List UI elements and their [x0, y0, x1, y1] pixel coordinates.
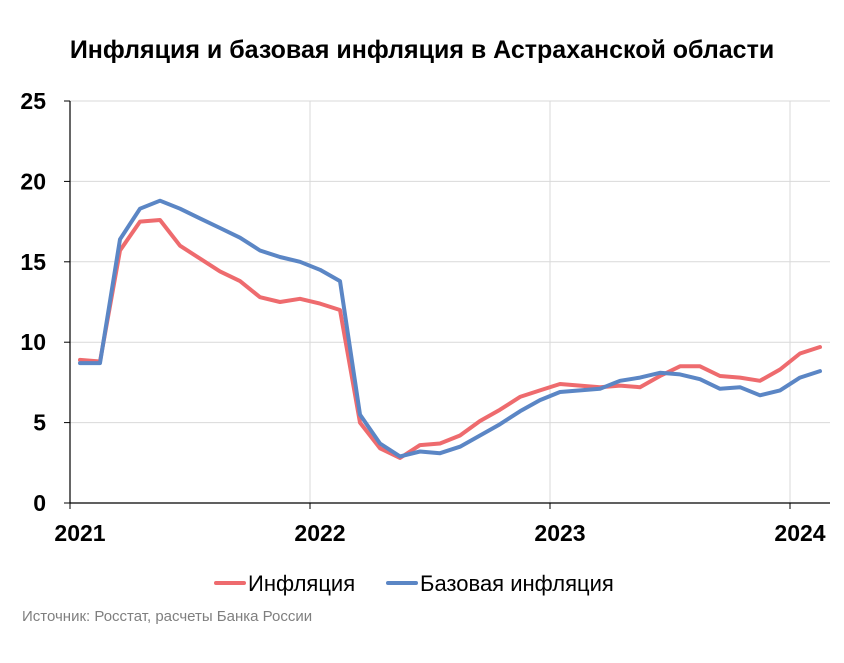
y-tick-label: 5: [33, 410, 46, 436]
y-tick-label: 15: [20, 249, 46, 275]
x-tick-label: 2021: [54, 520, 105, 546]
y-tick-label: 0: [33, 490, 46, 516]
x-tick-label: 2023: [534, 520, 585, 546]
series-line-2: [78, 198, 822, 459]
legend: Инфляция Базовая инфляция: [214, 571, 614, 596]
series-line-1: [78, 218, 822, 460]
y-tick-label: 10: [20, 329, 46, 355]
x-tick-label: 2024: [774, 520, 825, 546]
legend-label-2: Базовая инфляция: [420, 571, 614, 596]
axes: 0 5 10 15 20 25 2021 2022 2023 2024: [20, 88, 830, 546]
x-tick-label: 2022: [294, 520, 345, 546]
chart-title: Инфляция и базовая инфляция в Астраханск…: [70, 36, 774, 64]
grid-lines: [70, 100, 830, 503]
legend-label-1: Инфляция: [248, 571, 355, 596]
y-tick-label: 20: [20, 168, 46, 194]
y-tick-label: 25: [20, 88, 46, 114]
source-note: Источник: Росстат, расчеты Банка России: [22, 608, 312, 625]
series-lines: [78, 198, 822, 460]
